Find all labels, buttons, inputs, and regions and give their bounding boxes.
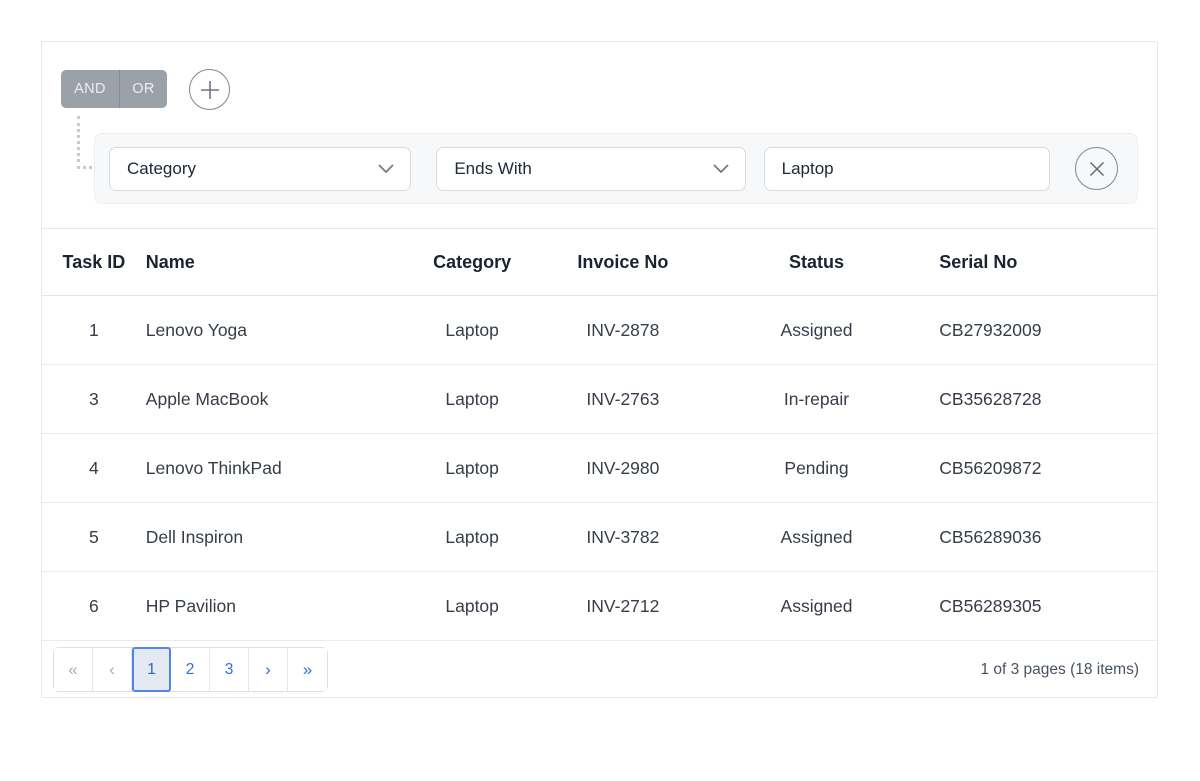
table-footer: « ‹ 1 2 3 › » 1 of 3 pages (18 items) xyxy=(42,641,1157,698)
cell-status: In-repair xyxy=(702,364,931,434)
plus-icon xyxy=(200,80,220,100)
previous-page-button[interactable]: ‹ xyxy=(93,648,132,691)
chevron-down-icon xyxy=(378,164,394,173)
cell-task-id: 1 xyxy=(42,295,146,365)
operator-select[interactable]: Ends With xyxy=(436,146,746,191)
close-icon xyxy=(1088,160,1106,178)
chevron-down-icon xyxy=(713,164,729,173)
page-button-3[interactable]: 3 xyxy=(210,648,249,691)
cell-serial-no: CB56289036 xyxy=(930,502,1157,572)
cell-status: Assigned xyxy=(702,571,931,641)
cell-invoice-no: INV-3782 xyxy=(543,502,703,572)
column-header-status: Status xyxy=(702,228,931,296)
page-button-2[interactable]: 2 xyxy=(171,648,210,691)
cell-status: Pending xyxy=(702,433,931,503)
table-row[interactable]: 6 HP Pavilion Laptop INV-2712 Assigned C… xyxy=(42,571,1157,641)
value-input[interactable] xyxy=(763,146,1050,191)
table-row[interactable]: 4 Lenovo ThinkPad Laptop INV-2980 Pendin… xyxy=(42,433,1157,503)
cell-name: Lenovo ThinkPad xyxy=(145,433,402,503)
pagination: « ‹ 1 2 3 › » xyxy=(53,647,328,692)
cell-name: Apple MacBook xyxy=(145,364,402,434)
condition-connector-line xyxy=(77,116,92,169)
filter-condition-row: Category Ends With xyxy=(94,133,1138,204)
cell-invoice-no: INV-2712 xyxy=(543,571,703,641)
cell-serial-no: CB35628728 xyxy=(930,364,1157,434)
last-page-button[interactable]: » xyxy=(288,648,327,691)
field-select-value: Category xyxy=(127,158,196,178)
cell-name: HP Pavilion xyxy=(145,571,402,641)
cell-category: Laptop xyxy=(401,433,544,503)
and-operator-button[interactable]: AND xyxy=(61,70,120,108)
cell-category: Laptop xyxy=(401,502,544,572)
cell-name: Dell Inspiron xyxy=(145,502,402,572)
cell-task-id: 3 xyxy=(42,364,146,434)
or-operator-button[interactable]: OR xyxy=(120,70,167,108)
operator-select-value: Ends With xyxy=(454,158,532,178)
table-row[interactable]: 1 Lenovo Yoga Laptop INV-2878 Assigned C… xyxy=(42,295,1157,365)
filter-builder-section: AND OR Category Ends xyxy=(42,42,1157,228)
field-select[interactable]: Category xyxy=(109,146,412,191)
next-page-button[interactable]: › xyxy=(249,648,288,691)
cell-category: Laptop xyxy=(401,295,544,365)
cell-task-id: 4 xyxy=(42,433,146,503)
table-header-row: Task ID Name Category Invoice No Status … xyxy=(42,228,1157,296)
table-row[interactable]: 5 Dell Inspiron Laptop INV-3782 Assigned… xyxy=(42,502,1157,572)
cell-category: Laptop xyxy=(401,364,544,434)
first-page-button[interactable]: « xyxy=(54,648,93,691)
remove-condition-button[interactable] xyxy=(1075,147,1118,190)
cell-name: Lenovo Yoga xyxy=(145,295,402,365)
cell-category: Laptop xyxy=(401,571,544,641)
cell-serial-no: CB27932009 xyxy=(930,295,1157,365)
cell-invoice-no: INV-2878 xyxy=(543,295,703,365)
group-operator-toggle: AND OR xyxy=(61,70,167,108)
cell-task-id: 5 xyxy=(42,502,146,572)
column-header-invoice-no: Invoice No xyxy=(543,228,703,296)
cell-task-id: 6 xyxy=(42,571,146,641)
page-button-1[interactable]: 1 xyxy=(132,647,171,692)
cell-serial-no: CB56289305 xyxy=(930,571,1157,641)
results-table: Task ID Name Category Invoice No Status … xyxy=(42,228,1157,641)
cell-status: Assigned xyxy=(702,502,931,572)
table-row[interactable]: 3 Apple MacBook Laptop INV-2763 In-repai… xyxy=(42,364,1157,434)
column-header-serial-no: Serial No xyxy=(930,228,1157,296)
cell-status: Assigned xyxy=(702,295,931,365)
column-header-name: Name xyxy=(145,228,402,296)
cell-invoice-no: INV-2980 xyxy=(543,433,703,503)
filter-builder-card: AND OR Category Ends xyxy=(41,41,1158,698)
column-header-task-id: Task ID xyxy=(42,228,146,296)
page-summary: 1 of 3 pages (18 items) xyxy=(980,660,1139,678)
cell-serial-no: CB56209872 xyxy=(930,433,1157,503)
column-header-category: Category xyxy=(401,228,544,296)
add-condition-button[interactable] xyxy=(189,69,230,110)
cell-invoice-no: INV-2763 xyxy=(543,364,703,434)
